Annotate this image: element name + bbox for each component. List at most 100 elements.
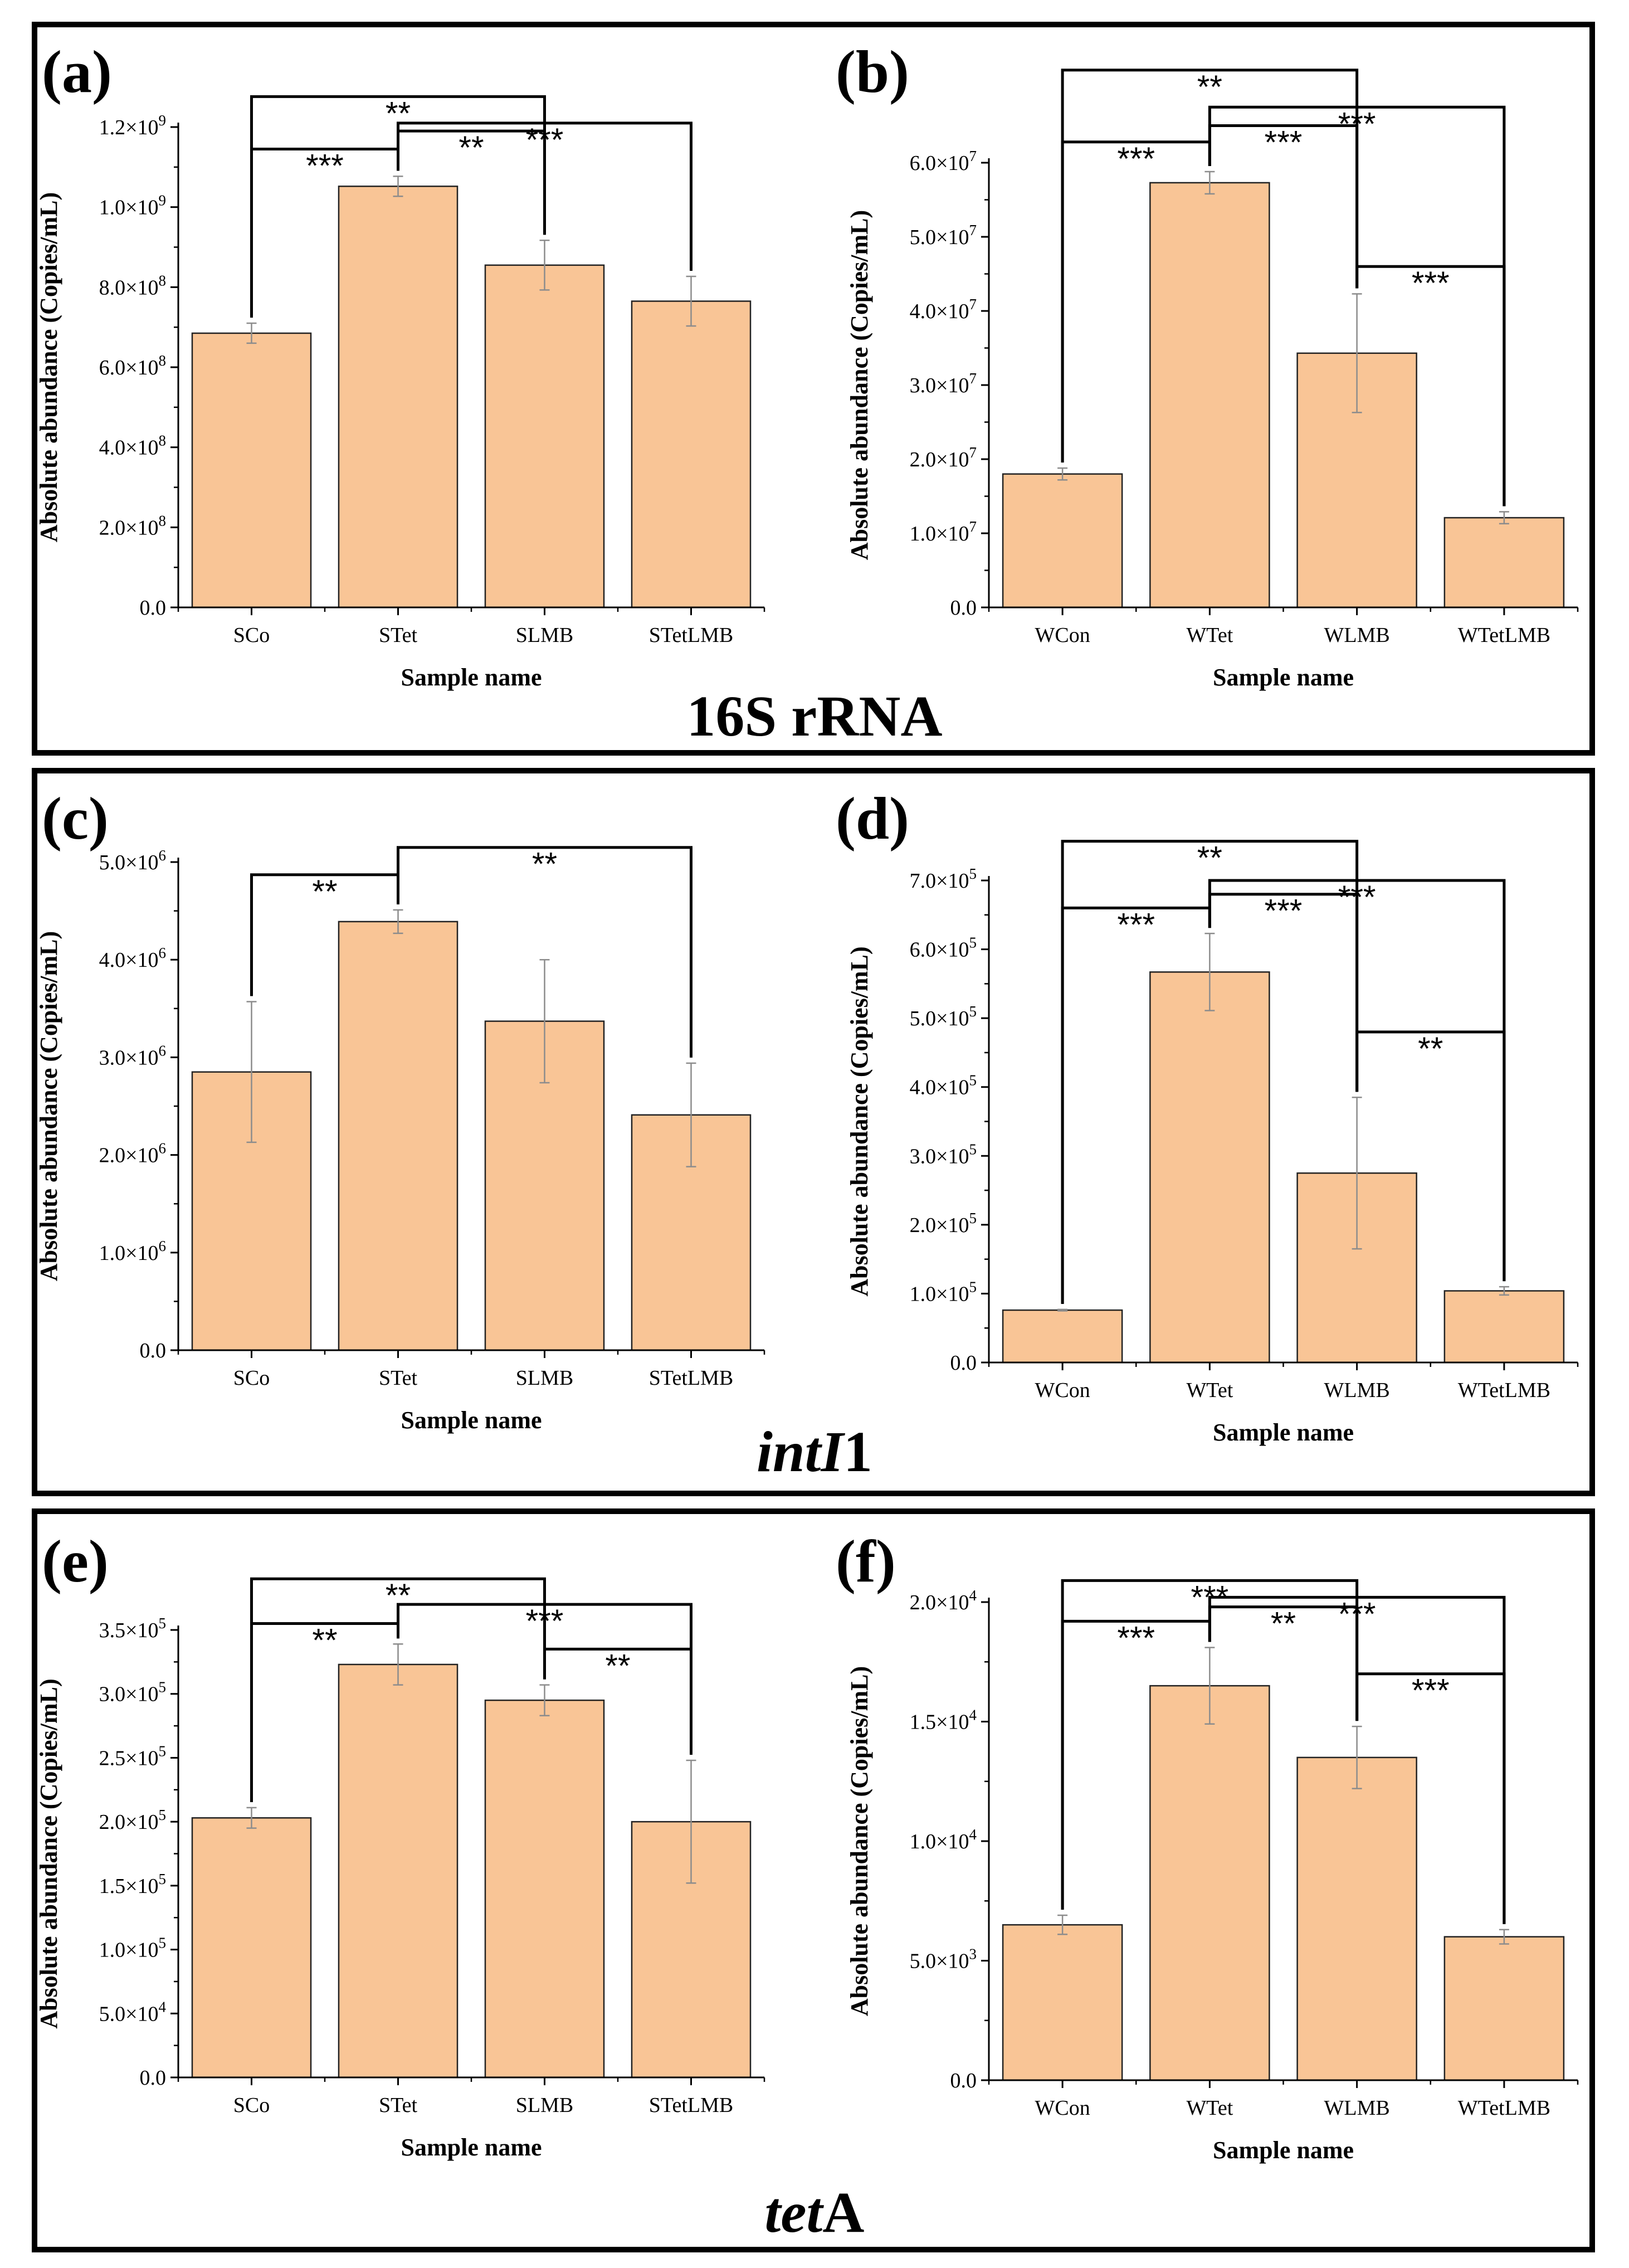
significance-bracket: *** bbox=[1061, 906, 1211, 1304]
bracket-line bbox=[250, 873, 399, 996]
y-tick-label: 3.0×106 bbox=[99, 1042, 166, 1069]
section-title-16s: 16S rRNA bbox=[686, 684, 942, 748]
error-bar-SCo bbox=[246, 322, 257, 344]
error-bar-STetLMB bbox=[686, 1062, 696, 1167]
y-tick-label: 1.0×109 bbox=[99, 192, 166, 220]
bar-WLMB bbox=[1296, 1756, 1417, 2081]
y-tick-label: 1.0×105 bbox=[99, 1935, 166, 1962]
y-tick-label: 2.0×105 bbox=[910, 1210, 977, 1237]
section-frame-tetA bbox=[32, 1508, 1595, 2252]
y-tick-label: 1.2×109 bbox=[99, 112, 166, 139]
error-bar-STet bbox=[393, 176, 403, 197]
y-tick-label: 2.0×104 bbox=[910, 1587, 977, 1614]
error-bar-SLMB bbox=[539, 958, 550, 1084]
y-tick-label: 4.0×105 bbox=[910, 1072, 977, 1099]
y-tick-label: 0.0 bbox=[950, 596, 977, 620]
x-tick-label: SLMB bbox=[516, 624, 573, 647]
x-axis-label: Sample name bbox=[1213, 2136, 1354, 2164]
bracket-line bbox=[1355, 1030, 1506, 1282]
y-tick-label: 6.0×107 bbox=[910, 148, 977, 175]
y-axis-label: Absolute abundance (Copies/mL) bbox=[846, 1666, 873, 2016]
error-bar-WCon bbox=[1057, 1308, 1068, 1312]
x-tick-label: WTetLMB bbox=[1458, 1379, 1550, 1402]
bracket-line bbox=[1061, 906, 1211, 1304]
error-bar-STet bbox=[393, 909, 403, 935]
significance-bracket: *** bbox=[1061, 1619, 1211, 1910]
bar-SLMB bbox=[484, 1699, 605, 2079]
y-axis-label: Absolute abundance (Copies/mL) bbox=[846, 210, 873, 560]
x-tick-label: SCo bbox=[233, 624, 270, 647]
x-tick-label: SCo bbox=[233, 1366, 270, 1390]
x-tick-label: WTet bbox=[1186, 1379, 1233, 1402]
significance-label: *** bbox=[306, 148, 344, 184]
y-tick-label: 0.0 bbox=[950, 2069, 977, 2092]
panel-label: (d) bbox=[836, 786, 909, 852]
y-tick-label: 1.0×104 bbox=[910, 1826, 977, 1853]
x-tick-label: SLMB bbox=[516, 1366, 573, 1390]
y-tick-label: 2.0×108 bbox=[99, 512, 166, 539]
y-tick-label: 1.5×105 bbox=[99, 1871, 166, 1898]
bracket-line bbox=[1355, 265, 1506, 507]
chart-panel-e: (e) 0.0 5.0×104 1.0×105 1.5×105 2.0×105 2.5×10… bbox=[35, 1529, 765, 2161]
y-tick-label: 0.0 bbox=[140, 1339, 167, 1362]
significance-label: ** bbox=[532, 846, 557, 883]
significance-label: *** bbox=[526, 1603, 564, 1639]
significance-label: *** bbox=[1412, 265, 1450, 301]
x-tick-label: STetLMB bbox=[649, 1366, 733, 1390]
x-tick-label: SCo bbox=[233, 2094, 270, 2117]
error-bar-WLMB bbox=[1352, 1097, 1362, 1250]
error-bar-SCo bbox=[246, 1807, 257, 1829]
y-tick-label: 0.0 bbox=[950, 1351, 977, 1375]
bar-WTetLMB bbox=[1443, 1290, 1565, 1364]
x-tick-label: WTet bbox=[1186, 624, 1233, 647]
chart-panel-f: (f) 0.0 5.0×103 1.0×104 1.5×104 2.0×104 WCon WT… bbox=[836, 1529, 1579, 2164]
y-tick-label: 3.5×105 bbox=[99, 1615, 166, 1642]
bar-SCo bbox=[191, 332, 312, 609]
panel-label: (f) bbox=[836, 1529, 896, 1595]
error-bar-WTet bbox=[1204, 1647, 1215, 1725]
chart-panel-d: (d) 0.0 1.0×105 2.0×105 3.0×105 4.0×105 5.0×10… bbox=[836, 786, 1579, 1446]
bar-STet bbox=[338, 186, 459, 609]
error-bar-WTet bbox=[1204, 171, 1215, 195]
significance-label: ** bbox=[459, 130, 484, 166]
x-axis-label: Sample name bbox=[401, 1406, 542, 1434]
significance-label: ** bbox=[312, 1623, 337, 1659]
significance-label: *** bbox=[1117, 907, 1155, 943]
significance-bracket: *** bbox=[1061, 140, 1211, 463]
x-tick-label: WCon bbox=[1035, 1379, 1090, 1402]
significance-label: ** bbox=[1418, 1031, 1443, 1067]
y-tick-label: 4.0×108 bbox=[99, 432, 166, 460]
error-bar-SLMB bbox=[539, 240, 550, 291]
y-tick-label: 7.0×105 bbox=[910, 865, 977, 893]
significance-label: ** bbox=[1197, 69, 1222, 105]
y-tick-label: 1.0×107 bbox=[910, 518, 977, 546]
panel-label: (e) bbox=[42, 1529, 109, 1595]
bar-STetLMB bbox=[631, 300, 752, 609]
x-axis-label: Sample name bbox=[401, 2134, 542, 2161]
y-tick-label: 3.0×105 bbox=[910, 1141, 977, 1168]
section-title-intI1: intI1 bbox=[757, 1420, 872, 1484]
panel-label: (b) bbox=[836, 39, 909, 105]
significance-bracket: ** bbox=[543, 1647, 692, 1755]
significance-bracket: *** bbox=[250, 148, 399, 318]
error-bar-WTetLMB bbox=[1499, 1286, 1509, 1296]
y-tick-label: 0.0 bbox=[140, 2066, 167, 2090]
bracket-line bbox=[543, 1647, 692, 1755]
y-tick-label: 5.0×104 bbox=[99, 1998, 167, 2026]
error-bar-SCo bbox=[246, 1001, 257, 1143]
y-tick-label: 2.5×105 bbox=[99, 1743, 166, 1770]
y-axis-label: Absolute abundance (Copies/mL) bbox=[846, 946, 873, 1296]
chart-panel-a: (a) 0.0 2.0×108 4.0×108 6.0×108 8.0×108 1.0×10… bbox=[35, 39, 765, 691]
bar-WTet bbox=[1149, 182, 1270, 609]
y-tick-label: 5.0×105 bbox=[910, 1003, 977, 1030]
section-frame-16s bbox=[32, 22, 1595, 756]
significance-bracket: ** bbox=[250, 873, 399, 996]
y-tick-label: 2.0×105 bbox=[99, 1807, 166, 1834]
y-axis-label: Absolute abundance (Copies/mL) bbox=[35, 1678, 62, 2028]
x-tick-label: STet bbox=[379, 624, 418, 647]
significance-label: ** bbox=[312, 874, 337, 910]
y-tick-label: 5.0×103 bbox=[910, 1946, 977, 1973]
section-frame-intI1 bbox=[32, 768, 1595, 1496]
bar-WCon bbox=[1002, 473, 1123, 609]
x-tick-label: WLMB bbox=[1324, 624, 1390, 647]
